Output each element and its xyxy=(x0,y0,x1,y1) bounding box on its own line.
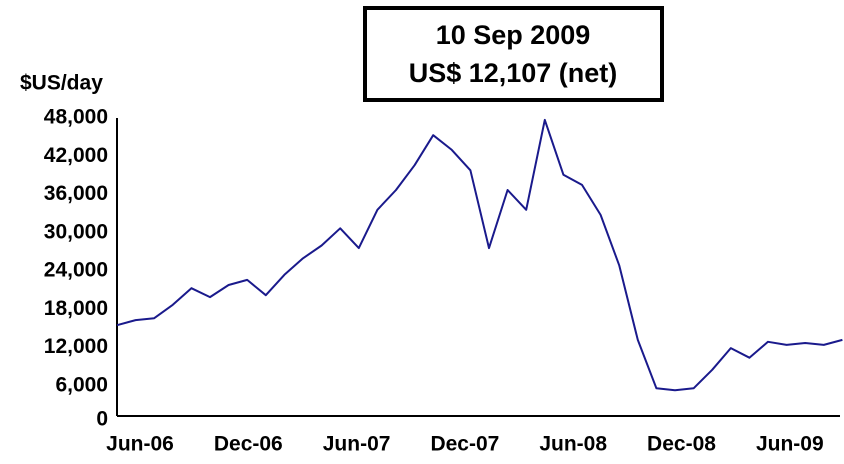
x-tick-label: Jun-09 xyxy=(756,433,824,456)
y-tick-label: 6,000 xyxy=(55,373,108,396)
x-tick-label: Jun-08 xyxy=(539,433,607,456)
x-tick-label: Jun-06 xyxy=(106,433,174,456)
annotation-box xyxy=(363,6,664,102)
y-tick-label: 30,000 xyxy=(44,220,108,243)
annotation-line: US$ 12,107 (net) xyxy=(409,58,618,88)
x-tick-label: Dec-07 xyxy=(430,433,499,456)
line-series xyxy=(116,118,843,392)
y-tick-label: 18,000 xyxy=(44,297,108,320)
y-tick-label: 12,000 xyxy=(44,335,108,358)
y-tick-label: 0 xyxy=(96,408,108,431)
y-tick-label: 48,000 xyxy=(44,106,108,129)
x-tick-label: Dec-06 xyxy=(214,433,283,456)
y-tick-label: 36,000 xyxy=(44,182,108,205)
x-tick-label: Dec-08 xyxy=(647,433,716,456)
x-tick-label: Jun-07 xyxy=(323,433,391,456)
annotation-line: 10 Sep 2009 xyxy=(436,20,591,50)
y-axis-label: $US/day xyxy=(20,72,103,95)
y-tick-label: 24,000 xyxy=(44,259,108,282)
y-tick-label: 42,000 xyxy=(44,144,108,167)
